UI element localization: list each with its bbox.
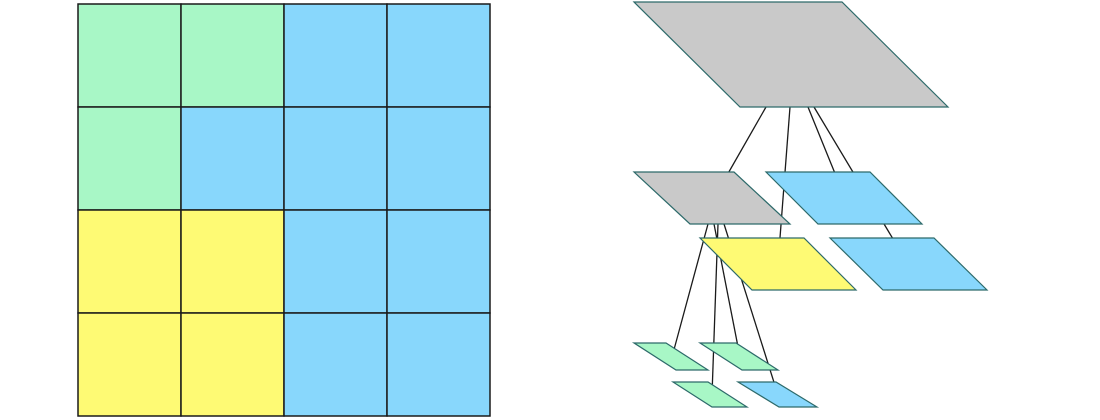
grid-cell-r3-c3 [283, 209, 388, 314]
grid-region-map [77, 3, 491, 417]
tree-nodes [631, 1, 989, 408]
grid-cell-r2-c2 [180, 106, 285, 211]
grid-cell-r1-c3 [283, 3, 388, 108]
grid-cell-r1-c4 [386, 3, 491, 108]
grid-cell-r2-c1 [77, 106, 182, 211]
tree-node-root [632, 1, 950, 108]
grid-cell-r4-c4 [386, 312, 491, 417]
grid-cell-r1-c2 [180, 3, 285, 108]
quadtree-tree [631, 1, 989, 408]
grid-cell-r4-c1 [77, 312, 182, 417]
tree-node-l2-nw [631, 342, 711, 371]
tree-node-l2-sw [670, 381, 750, 408]
tree-node-l2-ne [697, 342, 781, 371]
grid-cell-r3-c1 [77, 209, 182, 314]
grid-cell-r1-c1 [77, 3, 182, 108]
tree-node-l1-sw [698, 237, 858, 291]
grid-cell-r3-c4 [386, 209, 491, 314]
grid-cell-r2-c4 [386, 106, 491, 211]
tree-link-l1-nw [671, 223, 709, 358]
grid-cell-r2-c3 [283, 106, 388, 211]
grid-cell-r3-c2 [180, 209, 285, 314]
tree-node-l1-se [828, 237, 989, 291]
tree-node-l1-nw [632, 171, 792, 225]
tree-node-l1-ne [764, 171, 924, 225]
grid-cell-r4-c3 [283, 312, 388, 417]
grid-cell-r4-c2 [180, 312, 285, 417]
tree-node-l2-se [735, 381, 820, 408]
